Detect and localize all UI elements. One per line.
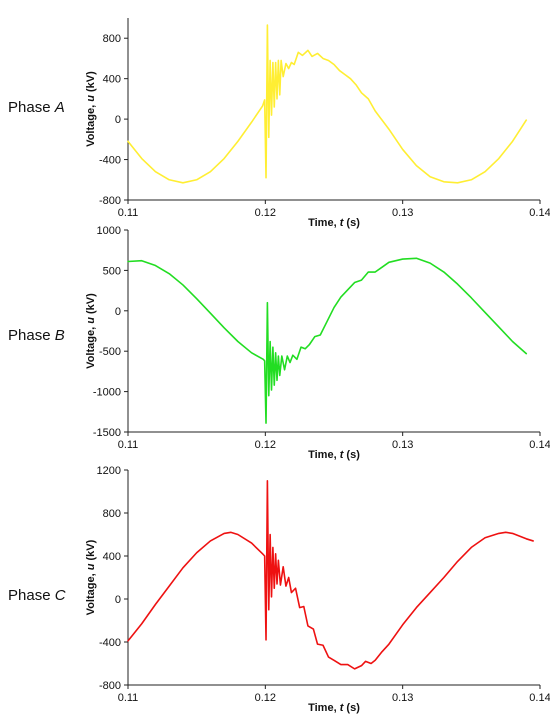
y-tick-label: 800 [103, 33, 121, 45]
x-tick-label: 0.11 [118, 207, 139, 219]
chart-panel-3: -800 -400 0 400 800 1200 0.11 0.12 0.13 0.14 Time,… [8, 465, 550, 714]
x-tick-label: 0.12 [255, 692, 276, 704]
x-tick-label: 0.13 [392, 692, 413, 704]
y-tick-label: -400 [99, 637, 121, 649]
y-axis-title: Voltage, u (kV) [85, 71, 97, 147]
chart-panel-2: -1500 -1000 -500 0 500 1000 0.11 0.12 0.13 0.14 Ti… [8, 225, 550, 461]
phase-label: Phase A [8, 99, 65, 116]
y-tick-label: 0 [115, 114, 121, 126]
x-axis-title: Time, t (s) [308, 217, 360, 229]
y-tick-label: 400 [103, 74, 121, 86]
y-axis-title: Voltage, u (kV) [85, 293, 97, 369]
y-tick-label: -500 [99, 346, 121, 358]
chart-panel-1: -800 -400 0 400 800 0.11 0.12 0.13 0.14 Time, t (… [8, 18, 550, 229]
x-tick-label: 0.11 [118, 439, 139, 451]
x-axis-title: Time, t (s) [308, 702, 360, 714]
x-tick-label: 0.14 [529, 439, 550, 451]
y-tick-label: -800 [99, 680, 121, 692]
y-tick-label: -800 [99, 195, 121, 207]
y-tick-label: 400 [103, 551, 121, 563]
x-tick-label: 0.11 [118, 692, 139, 704]
y-tick-label: -1500 [93, 427, 121, 439]
x-tick-label: 0.12 [255, 439, 276, 451]
voltage-series-line [127, 24, 528, 184]
y-tick-label: 500 [103, 265, 121, 277]
y-axis-title: Voltage, u (kV) [85, 539, 97, 615]
voltage-series-line [127, 479, 534, 670]
y-tick-label: -1000 [93, 387, 121, 399]
x-axis-title: Time, t (s) [308, 449, 360, 461]
y-tick-label: 0 [115, 594, 121, 606]
x-tick-label: 0.13 [392, 439, 413, 451]
voltage-series-line [127, 257, 528, 424]
y-tick-label: -400 [99, 155, 121, 167]
y-tick-label: 1000 [97, 225, 121, 237]
x-tick-label: 0.13 [392, 207, 413, 219]
x-tick-label: 0.14 [529, 207, 550, 219]
y-tick-label: 1200 [97, 465, 121, 477]
x-tick-label: 0.14 [529, 692, 550, 704]
y-tick-label: 800 [103, 508, 121, 520]
phase-label: Phase B [8, 327, 65, 344]
x-tick-label: 0.12 [255, 207, 276, 219]
y-tick-label: 0 [115, 306, 121, 318]
phase-label: Phase C [8, 587, 66, 604]
